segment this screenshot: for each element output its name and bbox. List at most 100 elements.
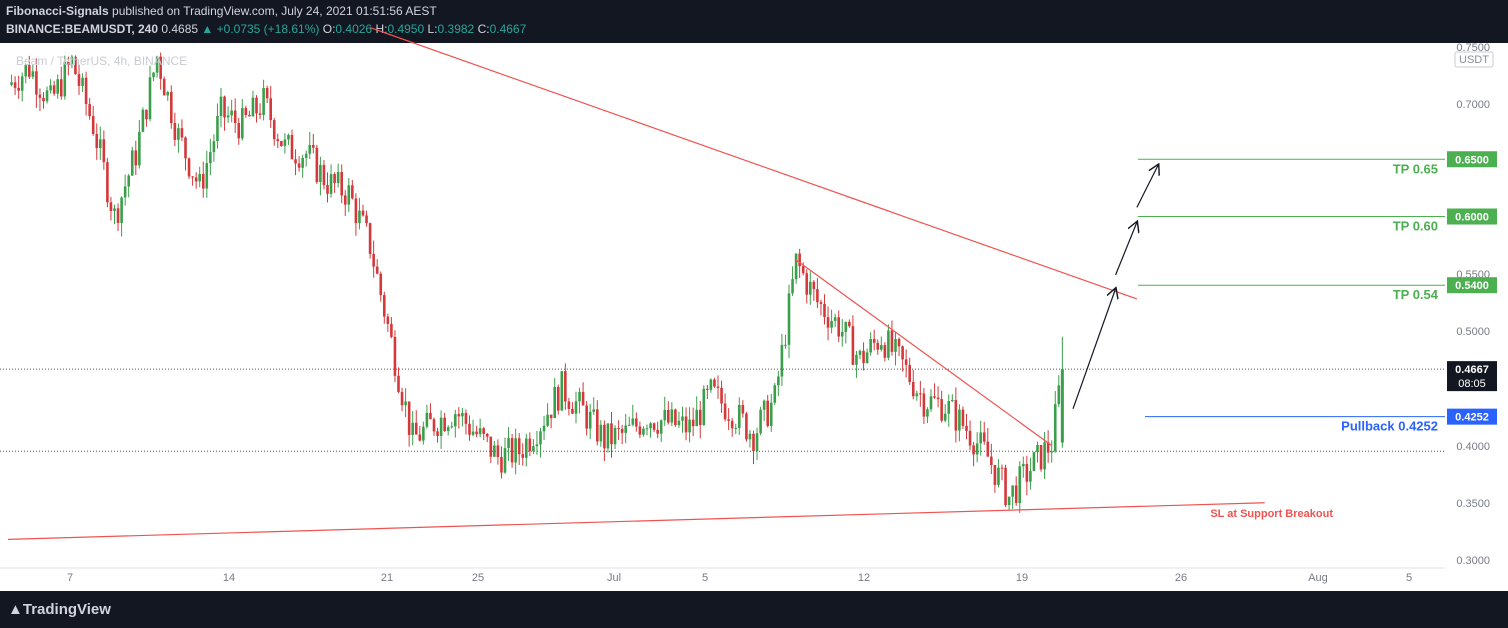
candle-body — [482, 428, 485, 434]
candle-body — [446, 427, 450, 431]
annotation-label: TP 0.60 — [1393, 219, 1438, 234]
candle-body — [49, 85, 52, 91]
candle-body — [127, 175, 130, 187]
candle-body — [567, 401, 571, 409]
candle-body — [805, 273, 809, 295]
candle-body — [379, 273, 383, 296]
candle-body — [958, 409, 961, 431]
candle-body — [422, 426, 425, 441]
candle-body — [571, 408, 574, 414]
candle-body — [265, 87, 269, 99]
candle-body — [908, 364, 911, 382]
candle-body — [340, 172, 343, 196]
candle-body — [45, 90, 49, 102]
y-tick-label: 0.7500 — [1456, 42, 1490, 54]
footer-bar: ▲​ TradingView — [0, 591, 1508, 628]
candle-body — [1057, 385, 1061, 405]
candle-body — [738, 405, 741, 429]
candle-body — [237, 123, 241, 139]
candle-body — [411, 422, 414, 435]
candle-body — [198, 173, 201, 182]
candle-body — [947, 401, 951, 414]
time-axis — [0, 568, 1445, 591]
candle-body — [890, 330, 894, 352]
candle-body — [177, 128, 180, 140]
candle-body — [894, 339, 897, 352]
candle-body — [816, 289, 819, 303]
price-change: ▲ +0.0735 (+18.61%) — [201, 22, 320, 36]
candle-body — [517, 438, 521, 455]
candle-body — [759, 409, 762, 434]
candle-body — [915, 393, 919, 397]
candle-body — [272, 120, 276, 140]
candle-body — [191, 176, 194, 178]
candle-body — [471, 431, 475, 435]
price-axis — [1445, 43, 1508, 591]
candle-body — [752, 433, 755, 452]
candle-body — [560, 371, 564, 411]
target-arrow — [1072, 289, 1116, 410]
close-label: C: — [477, 22, 490, 36]
candle-body — [1039, 445, 1043, 470]
candle-body — [691, 419, 695, 427]
candle-body — [574, 401, 578, 414]
candle-body — [826, 317, 830, 328]
candle-body — [965, 425, 968, 431]
x-tick-label: Aug — [1308, 572, 1328, 584]
candle-body — [865, 352, 869, 364]
y-tick-label: 0.7000 — [1456, 99, 1490, 111]
price-axis-badge — [1447, 151, 1497, 168]
candle-body — [59, 79, 63, 97]
tradingview-logo[interactable]: ▲​ TradingView — [8, 601, 111, 618]
candle-body — [514, 438, 517, 463]
candle-body — [922, 393, 926, 417]
candle-body — [1014, 485, 1018, 504]
candle-body — [35, 71, 38, 95]
candle-body — [542, 425, 546, 432]
candle-body — [876, 342, 880, 350]
candle-body — [262, 87, 265, 115]
candle-body — [173, 123, 177, 140]
last-price-label: 0.4667 — [1455, 364, 1489, 376]
candle-body — [769, 402, 773, 426]
candle-body — [844, 321, 848, 333]
candle-body — [791, 279, 794, 294]
x-tick-label: 19 — [1016, 572, 1028, 584]
candle-body — [858, 350, 862, 355]
candle-body — [283, 139, 287, 146]
candle-body — [450, 426, 454, 428]
candle-body — [230, 110, 233, 116]
candle-body — [667, 409, 670, 423]
candle-body — [312, 145, 315, 148]
candle-body — [688, 419, 691, 433]
candle-body — [287, 135, 290, 140]
candle-body — [304, 153, 308, 158]
candle-body — [986, 441, 990, 457]
candle-body — [319, 164, 322, 183]
symbol-label[interactable]: BINANCE:BEAMUSDT, 240 — [6, 22, 159, 36]
publisher-name[interactable]: Fibonacci-Signals — [6, 4, 109, 18]
candle-body — [1053, 404, 1057, 452]
candle-body — [170, 92, 173, 124]
candle-body — [130, 150, 134, 176]
low-value: 0.3982 — [437, 22, 475, 36]
candle-body — [840, 332, 844, 337]
price-axis-badge — [1447, 277, 1497, 294]
candle-body — [553, 387, 556, 419]
candle-body — [17, 87, 20, 91]
candle-body — [361, 210, 365, 216]
candle-body — [794, 253, 798, 280]
candle-body — [134, 150, 138, 166]
candle-body — [95, 133, 99, 149]
candle-body — [755, 433, 759, 452]
target-arrow — [1115, 222, 1137, 276]
candle-body — [24, 65, 28, 77]
candle-body — [31, 71, 35, 77]
candle-body — [56, 79, 59, 94]
candle-body — [383, 295, 386, 317]
target-arrow — [1136, 165, 1158, 208]
candle-body — [354, 198, 358, 224]
candle-body — [784, 344, 787, 346]
candle-body — [152, 72, 155, 78]
